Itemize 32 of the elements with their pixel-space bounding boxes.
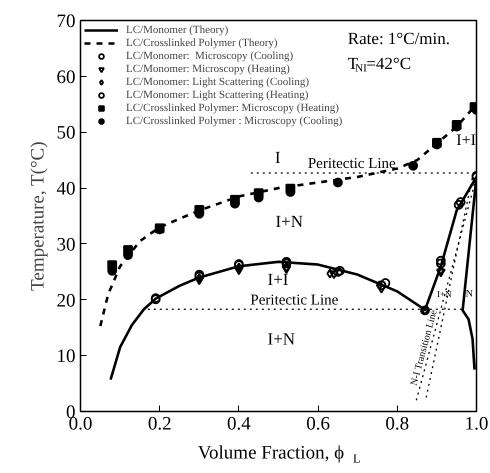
x-tick-label: 0.6 — [306, 414, 330, 434]
annotation: I+N — [275, 212, 303, 232]
y-tick-label: 10 — [56, 346, 76, 368]
legend-label: LC/Crosslinked Polymer : Microscopy (Cooling) — [126, 115, 342, 127]
y-axis-title: Temperature, T(°C) — [28, 141, 48, 291]
y-tick-label: 40 — [56, 178, 76, 200]
text: N-I Transition Line — [408, 308, 440, 387]
annotation: I+I — [456, 132, 476, 150]
series-label: Peritectic Line — [308, 156, 396, 172]
legend-label: LC/Monomer: Microscopy (Cooling) — [126, 50, 294, 62]
x-tick-label: 0.2 — [148, 414, 172, 434]
annotation: N — [466, 288, 473, 300]
annotation: I+I — [268, 270, 289, 290]
legend-label: LC/Monomer: Microscopy (Heating) — [126, 63, 290, 75]
legend-label: LC/Crosslinked Polymer: Microscopy (Heating) — [126, 102, 339, 114]
x-tick-label: 0.4 — [227, 414, 252, 434]
legend-label: LC/Monomer: Light Scattering (Heating) — [126, 89, 308, 101]
legend-label: LC/Monomer: Light Scattering (Cooling) — [126, 76, 310, 88]
annotation: I+N — [437, 289, 452, 300]
x-tick-label: 1.0 — [464, 414, 488, 434]
y-tick-label: 70 — [56, 11, 76, 32]
y-tick-label: 60 — [56, 66, 76, 88]
y-tick-label: 50 — [56, 122, 76, 144]
y-tick-label: 20 — [56, 290, 76, 312]
series-label: Peritectic Line — [250, 292, 339, 308]
x-tick-label: 0.8 — [385, 414, 410, 434]
annotation: I — [274, 148, 281, 167]
legend-label: LC/Monomer (Theory) — [126, 24, 228, 36]
annotation: Rate: 1°C/min. — [348, 28, 450, 48]
legend-label: LC/Crosslinked Polymer (Theory) — [126, 37, 278, 49]
annotation: I+N — [268, 329, 296, 348]
y-tick-label: 30 — [56, 234, 76, 256]
